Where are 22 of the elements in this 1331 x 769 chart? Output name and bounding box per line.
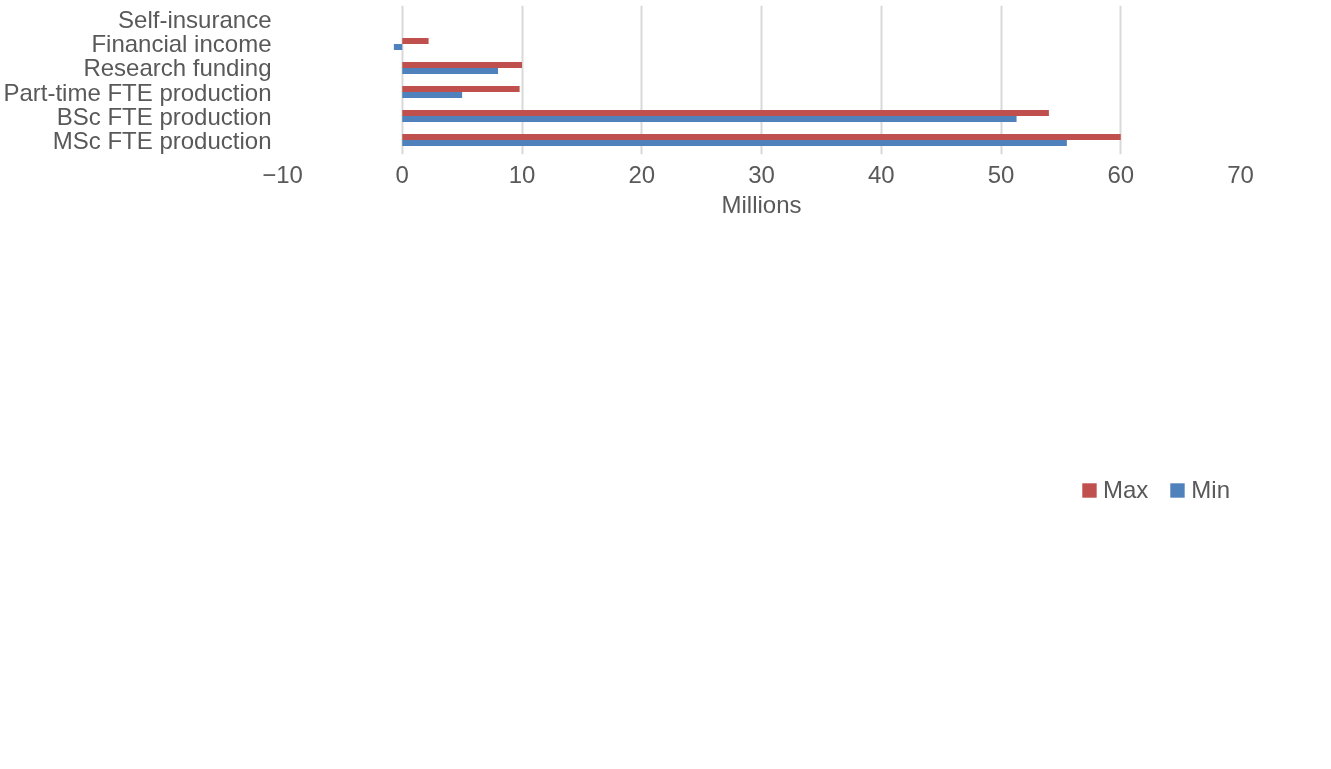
x-tick-label: 20 <box>628 160 656 188</box>
bar <box>402 37 429 44</box>
bar <box>402 61 522 68</box>
x-tick-label: 40 <box>867 160 895 188</box>
x-tick-label: 10 <box>508 160 536 188</box>
x-tick-label: 70 <box>1227 160 1254 188</box>
x-tick-label: 50 <box>987 160 1015 188</box>
x-axis-title: Millions <box>721 190 802 218</box>
bar <box>393 43 403 50</box>
bar <box>402 67 499 74</box>
bar <box>402 116 1017 123</box>
x-tick-label: 0 <box>395 160 409 188</box>
legend-label: Min <box>1191 476 1230 504</box>
x-tick-label: −10 <box>262 160 303 188</box>
x-tick-label: 60 <box>1107 160 1135 188</box>
x-tick-label: 30 <box>748 160 775 188</box>
bar <box>402 110 1049 117</box>
bar <box>402 140 1067 147</box>
bar <box>402 86 520 93</box>
legend-label: Max <box>1102 476 1149 504</box>
bar <box>402 134 1121 141</box>
bar <box>402 92 463 99</box>
